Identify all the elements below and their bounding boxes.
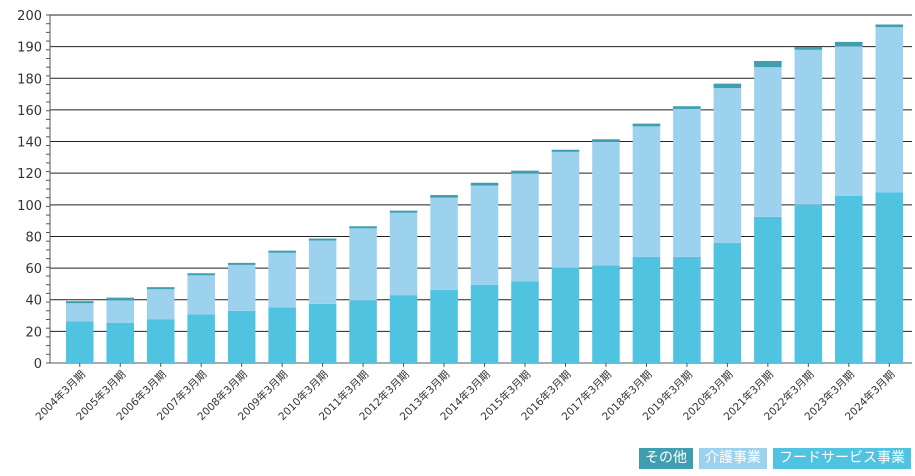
bar-segment <box>511 281 539 363</box>
bar-segment <box>673 108 701 257</box>
bar-segment <box>66 321 94 363</box>
bar-segment <box>106 322 134 363</box>
bar-segment <box>632 126 661 257</box>
y-tick-label: 0 <box>34 357 42 372</box>
y-tick-label: 20 <box>25 325 42 340</box>
y-tick-label: 180 <box>17 72 42 87</box>
bar-segment <box>835 46 863 196</box>
bar-segment <box>551 150 580 268</box>
bar-segment <box>713 242 742 363</box>
bar-segment <box>227 310 256 363</box>
y-tick-label: 160 <box>17 104 42 119</box>
bar-segment <box>227 263 256 311</box>
y-tick-label: 100 <box>17 199 42 214</box>
bar-segment <box>308 239 337 304</box>
bar-segment <box>592 142 620 266</box>
bar-segment <box>551 267 580 363</box>
bar-segment <box>673 256 701 363</box>
bar-segment <box>268 307 296 363</box>
bar-segment <box>875 27 904 193</box>
bar-segment <box>430 197 458 290</box>
bar-segment <box>754 61 782 68</box>
bar-segment <box>349 300 377 363</box>
bar-segment <box>835 195 863 363</box>
y-tick-label: 140 <box>17 136 42 151</box>
y-tick-label: 120 <box>17 167 42 182</box>
bar-segment <box>268 251 296 308</box>
bar-segment <box>875 192 904 363</box>
bar-segment <box>187 314 215 363</box>
bar-segment <box>106 300 134 323</box>
bar-segment <box>754 67 782 217</box>
y-tick-label: 200 <box>17 9 42 24</box>
y-tick-label: 80 <box>25 230 42 245</box>
y-tick-label: 60 <box>25 262 42 277</box>
bar-segment <box>66 302 94 322</box>
legend-item-care: 介護事業 <box>699 448 767 469</box>
bar-segment <box>308 303 337 363</box>
bar-segment <box>389 295 418 363</box>
bar-segment <box>389 211 418 296</box>
bar-segment <box>754 216 782 363</box>
legend: その他 介護事業 フードサービス事業 <box>639 448 911 469</box>
bar-segment <box>430 289 458 363</box>
legend-item-other: その他 <box>639 448 693 469</box>
bar-segment <box>470 284 499 363</box>
bar-segment <box>794 204 823 363</box>
legend-item-food-service: フードサービス事業 <box>773 448 911 469</box>
bar-segment <box>146 319 175 363</box>
bar-segment <box>187 274 215 315</box>
bar-segment <box>835 42 863 47</box>
y-tick-label: 190 <box>17 41 42 56</box>
bar-segment <box>470 185 499 285</box>
bar-segment <box>713 88 742 243</box>
bar-segment <box>146 288 175 320</box>
bar-segment <box>713 84 742 89</box>
bar-segment <box>632 256 661 363</box>
y-tick-label: 40 <box>25 294 42 309</box>
bar-segment <box>794 49 823 205</box>
bar-segment <box>349 227 377 301</box>
bar-segment <box>511 173 539 282</box>
bar-segment <box>592 265 620 363</box>
